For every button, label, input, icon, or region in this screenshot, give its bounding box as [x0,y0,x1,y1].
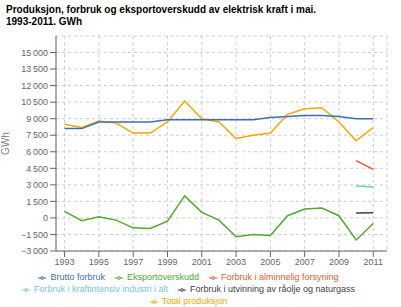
svg-text:4 500: 4 500 [26,164,48,174]
html-text:Total produksjon: Total produksjon [161,296,228,306]
html-text:Forbruk i alminnelig forsyning: Forbruk i alminnelig forsyning [221,272,339,282]
svg-text:2005: 2005 [260,257,280,267]
svg-text:2011: 2011 [364,257,383,267]
svg-text:12 000: 12 000 [21,81,48,91]
svg-text:6 000: 6 000 [26,147,48,157]
svg-text:3 000: 3 000 [26,180,48,190]
html-text:1993-2011. GWh: 1993-2011. GWh [6,16,83,27]
svg-text:15 000: 15 000 [21,48,48,58]
svg-text:9 000: 9 000 [26,114,48,124]
html-text:Eksportoverskudd: Eksportoverskudd [127,272,199,282]
svg-text:1993: 1993 [55,257,75,267]
html-text:Forbruk i utvinning av råolje: Forbruk i utvinning av råolje og naturga… [190,284,356,294]
svg-text:GWh: GWh [8,132,11,155]
svg-text:13 500: 13 500 [21,64,48,74]
svg-text:0: 0 [43,213,48,223]
html-text:Brutto forbruk: Brutto forbruk [50,272,105,282]
html-text:Produksjon, forbruk og eksport: Produksjon, forbruk og eksportoverskudd … [6,4,317,15]
svg-text:−3 000: −3 000 [21,246,48,256]
svg-text:1995: 1995 [89,257,109,267]
svg-text:2003: 2003 [226,257,246,267]
html-text:Forbruk i kraftintensiv indust: Forbruk i kraftintensiv industri i alt [33,284,168,294]
svg-text:10 500: 10 500 [21,97,48,107]
svg-text:1 500: 1 500 [26,197,48,207]
svg-text:1999: 1999 [157,257,177,267]
svg-text:−1 500: −1 500 [21,230,48,240]
svg-text:2007: 2007 [295,257,315,267]
svg-text:1997: 1997 [123,257,143,267]
svg-text:2001: 2001 [192,257,212,267]
svg-text:7 500: 7 500 [26,130,48,140]
svg-text:2009: 2009 [329,257,349,267]
